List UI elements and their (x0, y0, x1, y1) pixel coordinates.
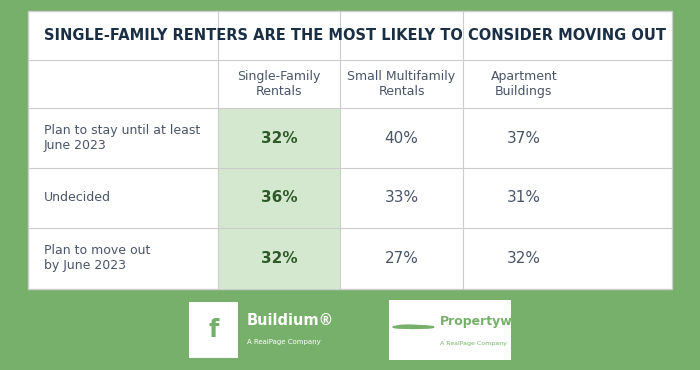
Text: 40%: 40% (384, 131, 419, 145)
Text: A RealPage Company: A RealPage Company (440, 341, 507, 346)
Text: Plan to move out
by June 2023: Plan to move out by June 2023 (44, 244, 150, 272)
Bar (389, 300, 511, 360)
Text: Propertyware®: Propertyware® (440, 314, 548, 327)
Text: 33%: 33% (384, 190, 419, 205)
Circle shape (416, 326, 434, 328)
Text: A RealPage Company: A RealPage Company (247, 339, 321, 345)
Circle shape (393, 326, 412, 328)
Text: 27%: 27% (384, 250, 419, 266)
Circle shape (403, 326, 423, 329)
Text: Single-Family
Rentals: Single-Family Rentals (237, 70, 321, 98)
Text: 32%: 32% (261, 131, 298, 145)
Bar (189, 302, 238, 358)
Bar (218, 108, 340, 289)
Text: 32%: 32% (261, 250, 298, 266)
Text: SINGLE-FAMILY RENTERS ARE THE MOST LIKELY TO CONSIDER MOVING OUT: SINGLE-FAMILY RENTERS ARE THE MOST LIKEL… (44, 28, 666, 43)
Text: Plan to stay until at least
June 2023: Plan to stay until at least June 2023 (44, 124, 200, 152)
Text: Buildium®: Buildium® (247, 313, 335, 328)
Text: 36%: 36% (261, 190, 298, 205)
Text: Small Multifamily
Rentals: Small Multifamily Rentals (347, 70, 456, 98)
Circle shape (407, 326, 427, 328)
Text: f: f (209, 318, 218, 342)
Text: 32%: 32% (507, 250, 541, 266)
Text: Undecided: Undecided (44, 191, 111, 204)
Circle shape (398, 325, 419, 328)
Text: 37%: 37% (507, 131, 541, 145)
Text: 31%: 31% (507, 190, 541, 205)
Text: Apartment
Buildings: Apartment Buildings (491, 70, 557, 98)
